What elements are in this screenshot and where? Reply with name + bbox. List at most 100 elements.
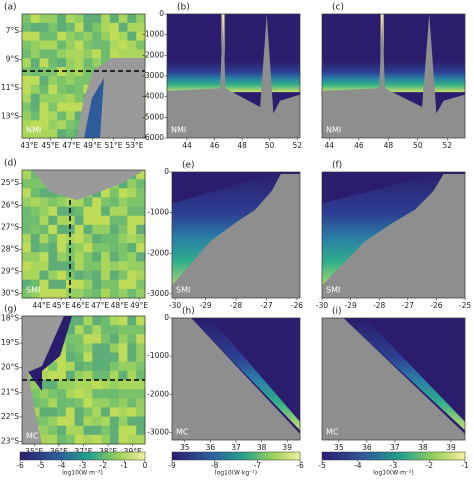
field-cell bbox=[57, 93, 67, 104]
field-cell bbox=[48, 243, 58, 253]
x-tick-label: 43°E bbox=[20, 141, 38, 150]
field-cell bbox=[92, 234, 102, 244]
field-cell bbox=[39, 279, 49, 290]
x-tick-label: -26 bbox=[291, 301, 303, 310]
field-cell bbox=[74, 206, 84, 217]
field-cell bbox=[22, 243, 32, 253]
field-cell bbox=[127, 425, 137, 436]
y-tick-label: -1000 bbox=[142, 30, 164, 39]
field-cell bbox=[101, 316, 111, 326]
field-cell bbox=[118, 434, 128, 445]
field-cell bbox=[48, 58, 58, 68]
y-tick-label: -2000 bbox=[147, 389, 169, 398]
field-cell bbox=[74, 380, 84, 390]
field-cell bbox=[83, 243, 93, 253]
field-cell bbox=[92, 288, 102, 299]
colorbar-tick-label: -4 bbox=[58, 461, 66, 470]
field-cell bbox=[22, 188, 32, 198]
field-cell bbox=[39, 425, 49, 436]
field-cell bbox=[57, 434, 67, 445]
panel: (f) SMI -30 -29 -28 -27 -26 -25 bbox=[316, 161, 471, 311]
field-cell bbox=[118, 416, 128, 427]
field-cell bbox=[22, 14, 32, 24]
field-cell bbox=[101, 434, 111, 445]
field-cell bbox=[136, 352, 146, 363]
x-tick-label: 38°E bbox=[99, 447, 117, 456]
field-cell bbox=[30, 14, 41, 24]
field-cell bbox=[136, 270, 146, 281]
field-cell bbox=[109, 40, 120, 50]
field-cell bbox=[30, 407, 41, 418]
field-cell bbox=[127, 334, 137, 344]
y-tick-label: 28°S bbox=[1, 244, 19, 253]
seafloor bbox=[167, 14, 300, 138]
field-cell bbox=[118, 334, 128, 344]
frame bbox=[21, 169, 146, 299]
field-cell bbox=[48, 111, 58, 121]
field-cell bbox=[109, 224, 120, 235]
field-cell bbox=[30, 243, 41, 253]
x-tick-label: -29 bbox=[344, 301, 356, 310]
field-cell bbox=[109, 316, 120, 326]
field-cell bbox=[83, 22, 93, 33]
x-tick-label: 36 bbox=[362, 443, 372, 452]
field-cell bbox=[92, 261, 102, 272]
field-cell bbox=[136, 261, 146, 272]
field-cell bbox=[118, 188, 128, 198]
field-cell bbox=[83, 67, 93, 77]
field-cell bbox=[92, 188, 102, 198]
field-cell bbox=[109, 370, 120, 381]
x-tick-label: -28 bbox=[373, 301, 385, 310]
field-cell bbox=[22, 234, 32, 244]
field-cell bbox=[48, 197, 58, 208]
field-cell bbox=[118, 14, 128, 24]
y-tick-label: -1000 bbox=[147, 208, 169, 217]
field-cell bbox=[92, 270, 102, 281]
field-cell bbox=[30, 76, 41, 86]
y-tick-label: 26°S bbox=[1, 200, 19, 209]
field-cell bbox=[92, 279, 102, 290]
field-cell bbox=[92, 31, 102, 42]
field-cell bbox=[39, 398, 49, 408]
panel-label: (c) bbox=[332, 3, 344, 13]
field-cell bbox=[127, 22, 137, 33]
field-cell bbox=[22, 58, 32, 68]
field-cell bbox=[127, 398, 137, 408]
field-cell bbox=[48, 434, 58, 445]
field-cell bbox=[48, 49, 58, 59]
field-cell bbox=[39, 252, 49, 262]
field-cell bbox=[74, 31, 84, 42]
field-cell bbox=[127, 188, 137, 198]
field-cell bbox=[101, 49, 111, 59]
site-label: SMI bbox=[26, 286, 40, 295]
field-cell bbox=[57, 380, 67, 390]
field-cell bbox=[57, 40, 67, 50]
field-cell bbox=[48, 84, 58, 95]
field-cell bbox=[22, 179, 32, 189]
field-cell bbox=[118, 316, 128, 326]
field-cell bbox=[118, 325, 128, 335]
field-cell bbox=[30, 380, 41, 390]
field-cell bbox=[65, 102, 76, 112]
field-cell bbox=[74, 102, 84, 112]
field-cell bbox=[118, 343, 128, 354]
field-cell bbox=[101, 252, 111, 262]
field-cell bbox=[57, 224, 67, 235]
seafloor bbox=[172, 174, 300, 298]
field-cell bbox=[74, 361, 84, 372]
field-cell bbox=[30, 252, 41, 262]
field-cell bbox=[127, 279, 137, 290]
panel: (e) SMI -30 -29 -28 -27 -26 0 -1000 -2000 -3000 bbox=[147, 161, 303, 311]
field-cell bbox=[101, 224, 111, 235]
colorbar-tick-label: -2 bbox=[100, 461, 108, 470]
field-cell bbox=[39, 102, 49, 112]
field-cell bbox=[109, 389, 120, 399]
field-cell bbox=[39, 14, 49, 24]
shelf bbox=[84, 78, 104, 138]
field-cell bbox=[74, 49, 84, 59]
field-cell bbox=[118, 31, 128, 42]
field-cell bbox=[22, 102, 32, 112]
field-cell bbox=[30, 398, 41, 408]
field-cell bbox=[39, 215, 49, 226]
field-cell bbox=[57, 120, 67, 130]
